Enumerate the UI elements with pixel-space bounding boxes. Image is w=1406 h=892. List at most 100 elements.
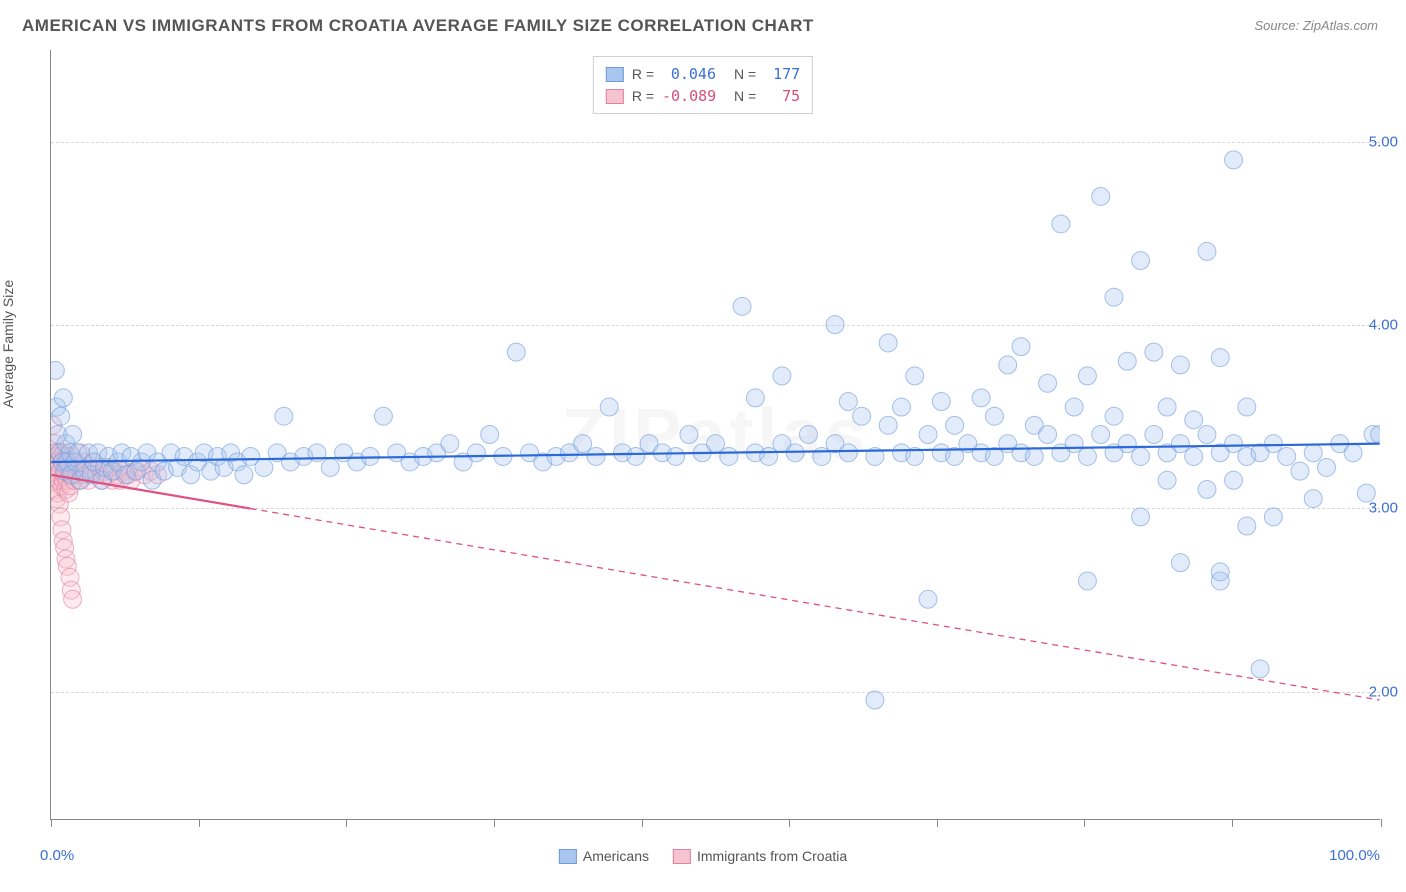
americans-point [1078, 572, 1096, 590]
legend-row: R = 0.046 N = 177 [606, 63, 800, 85]
americans-point [321, 458, 339, 476]
americans-point [1211, 349, 1229, 367]
legend-item-immigrants: Immigrants from Croatia [673, 848, 847, 864]
plot-area: ZIPatlas [50, 50, 1380, 820]
legend-swatch-pink [673, 849, 691, 864]
legend-swatch-pink [606, 89, 624, 104]
americans-point [799, 426, 817, 444]
americans-point [600, 398, 618, 416]
americans-point [919, 426, 937, 444]
americans-point [853, 407, 871, 425]
americans-point [826, 316, 844, 334]
x-tick [1381, 819, 1382, 827]
americans-point [1211, 563, 1229, 581]
americans-point [1344, 444, 1362, 462]
americans-point [255, 458, 273, 476]
americans-point [54, 389, 72, 407]
chart-container: AMERICAN VS IMMIGRANTS FROM CROATIA AVER… [0, 0, 1406, 892]
americans-point [627, 447, 645, 465]
americans-point [707, 435, 725, 453]
americans-point [1225, 435, 1243, 453]
americans-point [1132, 447, 1150, 465]
americans-point [1291, 462, 1309, 480]
y-axis-label: Average Family Size [0, 280, 16, 408]
legend-row: R = -0.089 N = 75 [606, 85, 800, 107]
americans-point [1092, 426, 1110, 444]
americans-point [932, 393, 950, 411]
immigrants-point [64, 590, 82, 608]
americans-point [680, 426, 698, 444]
americans-point [275, 407, 293, 425]
americans-point [985, 407, 1003, 425]
americans-point [720, 447, 738, 465]
americans-point [1025, 447, 1043, 465]
x-tick [51, 819, 52, 827]
x-tick [346, 819, 347, 827]
americans-point [467, 444, 485, 462]
x-tick [199, 819, 200, 827]
chart-title: AMERICAN VS IMMIGRANTS FROM CROATIA AVER… [22, 16, 814, 36]
americans-point [1145, 343, 1163, 361]
n-value: 75 [764, 87, 800, 105]
americans-point [1251, 660, 1269, 678]
x-tick [1084, 819, 1085, 827]
americans-point [1092, 187, 1110, 205]
americans-point [1198, 242, 1216, 260]
americans-point [1065, 398, 1083, 416]
x-tick [937, 819, 938, 827]
americans-point [1185, 411, 1203, 429]
americans-point [1357, 484, 1375, 502]
source-attribution: Source: ZipAtlas.com [1254, 18, 1378, 33]
x-tick [789, 819, 790, 827]
americans-point [1318, 458, 1336, 476]
americans-point [587, 447, 605, 465]
americans-point [574, 435, 592, 453]
americans-point [1039, 426, 1057, 444]
n-value: 177 [764, 65, 800, 83]
americans-point [1238, 398, 1256, 416]
r-label: R = [632, 88, 654, 104]
n-label: N = [734, 88, 756, 104]
americans-point [1304, 490, 1322, 508]
americans-point [667, 447, 685, 465]
r-label: R = [632, 66, 654, 82]
americans-point [1225, 471, 1243, 489]
americans-point [1185, 447, 1203, 465]
americans-point [1132, 252, 1150, 270]
americans-point [773, 367, 791, 385]
legend-label: Immigrants from Croatia [697, 848, 847, 864]
americans-point [1198, 426, 1216, 444]
americans-point [733, 297, 751, 315]
americans-point [892, 398, 910, 416]
americans-point [1039, 374, 1057, 392]
americans-point [441, 435, 459, 453]
americans-point [1132, 508, 1150, 526]
americans-point [972, 389, 990, 407]
americans-point [1105, 288, 1123, 306]
n-label: N = [734, 66, 756, 82]
americans-point [999, 356, 1017, 374]
legend-swatch-blue [559, 849, 577, 864]
americans-point [1264, 435, 1282, 453]
americans-point [1158, 398, 1176, 416]
americans-point [919, 590, 937, 608]
americans-point [374, 407, 392, 425]
americans-point [879, 416, 897, 434]
americans-point [507, 343, 525, 361]
americans-point [1145, 426, 1163, 444]
correlation-legend: R = 0.046 N = 177 R = -0.089 N = 75 [593, 56, 813, 114]
americans-point [839, 393, 857, 411]
americans-point [1158, 471, 1176, 489]
x-axis-max-label: 100.0% [1329, 847, 1380, 864]
americans-point [1238, 517, 1256, 535]
americans-point [1278, 447, 1296, 465]
americans-point [1078, 367, 1096, 385]
r-value: 0.046 [662, 65, 716, 83]
americans-point [1118, 435, 1136, 453]
americans-point [1198, 480, 1216, 498]
americans-point [1012, 338, 1030, 356]
americans-point [879, 334, 897, 352]
scatter-plot-svg [51, 50, 1380, 819]
americans-point [1078, 447, 1096, 465]
americans-point [52, 407, 70, 425]
